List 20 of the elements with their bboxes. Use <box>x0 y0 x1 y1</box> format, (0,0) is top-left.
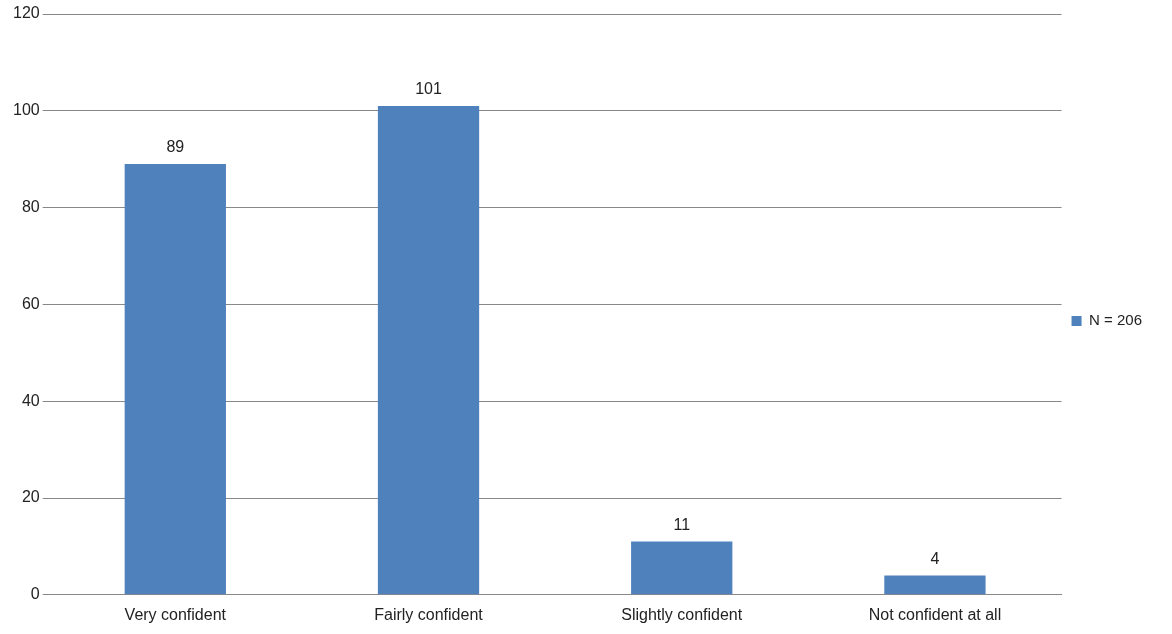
data-label: 101 <box>415 80 442 98</box>
data-label: 11 <box>673 515 691 533</box>
data-label: 4 <box>930 549 940 567</box>
x-tick-label: Fairly confident <box>374 605 484 623</box>
y-tick-label: 60 <box>21 294 40 312</box>
x-tick-label: Slightly confident <box>621 605 743 623</box>
data-label: 89 <box>166 138 185 156</box>
y-tick-label: 80 <box>21 198 40 216</box>
bar <box>124 164 226 595</box>
y-tick-label: 100 <box>12 101 40 119</box>
x-tick-label: Not confident at all <box>868 605 1002 623</box>
x-tick-label: Very confident <box>124 605 227 623</box>
bar <box>631 541 733 595</box>
legend-label: N = 206 <box>1089 311 1143 329</box>
y-tick-label: 40 <box>21 391 40 409</box>
y-tick-label: 0 <box>30 585 40 603</box>
y-tick-label: 20 <box>21 488 40 506</box>
bar <box>377 105 480 595</box>
bar <box>884 575 986 595</box>
y-tick-label: 120 <box>12 4 40 22</box>
